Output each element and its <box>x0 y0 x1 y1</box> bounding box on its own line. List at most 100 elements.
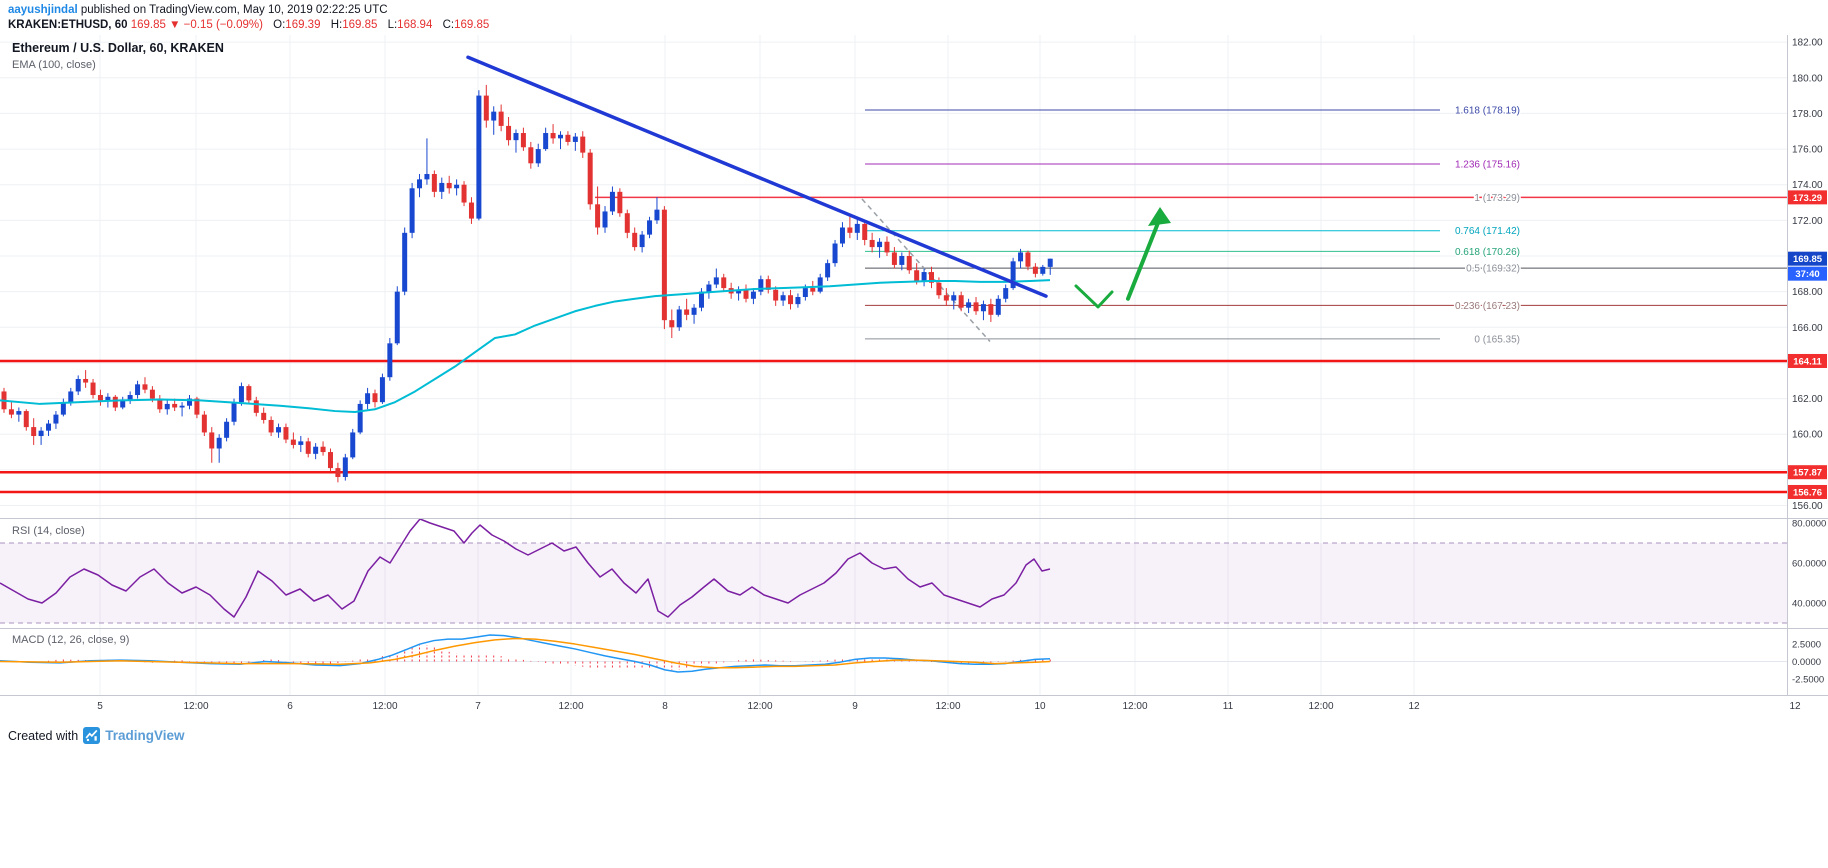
candle-body <box>83 378 89 383</box>
candle-body <box>365 393 371 404</box>
close-value: 169.85 <box>454 19 490 31</box>
author-link[interactable]: aayushjindal <box>8 4 78 16</box>
tradingview-logo-icon[interactable] <box>83 727 101 744</box>
open-value: 169.39 <box>285 19 321 31</box>
price-axis-badge <box>1788 266 1827 281</box>
candle-body <box>765 279 771 290</box>
candle-body <box>283 427 289 440</box>
candle-body <box>246 386 252 401</box>
price-axis-label: 162.00 <box>1792 394 1823 405</box>
candle-body <box>1040 266 1046 274</box>
price-axis-label: 156.00 <box>1792 501 1823 512</box>
ema-indicator-label: EMA (100, close) <box>12 59 96 71</box>
candle-body <box>68 391 74 403</box>
price-axis-label: 172.00 <box>1792 216 1823 227</box>
candle-body <box>973 302 979 312</box>
candle-body <box>958 295 964 308</box>
fib-level-label: 1.236 (175.16) <box>1455 160 1520 171</box>
macd-indicator-label: MACD (12, 26, close, 9) <box>12 634 130 646</box>
candle-body <box>320 446 326 453</box>
time-axis-label: 5 <box>97 701 103 712</box>
candle-body <box>647 220 653 235</box>
candle-body <box>609 191 615 212</box>
fib-level-label: 1.618 (178.19) <box>1455 106 1520 117</box>
candle-body <box>38 430 44 437</box>
candle-body <box>995 298 1001 315</box>
low-label: L: <box>387 19 398 31</box>
candle-body <box>602 211 608 228</box>
candle-body <box>758 279 764 292</box>
candle-body <box>164 403 170 410</box>
candle-body <box>839 227 845 244</box>
candle-body <box>201 414 207 433</box>
candle-body <box>528 147 534 164</box>
price-axis-label: 176.00 <box>1792 145 1823 156</box>
candle-body <box>394 291 400 344</box>
candle-body <box>743 289 749 299</box>
rsi-axis-label: 60.0000 <box>1792 559 1826 570</box>
candle-body <box>120 400 126 408</box>
candle-body <box>127 395 133 401</box>
candle-body <box>943 295 949 301</box>
price-axis-badge-label: 157.87 <box>1793 468 1822 479</box>
time-axis-label: 7 <box>475 701 481 712</box>
time-axis-label: 10 <box>1034 701 1046 712</box>
candle-body <box>187 398 192 406</box>
descending-trendline <box>466 55 1048 298</box>
candle-body <box>454 184 460 189</box>
fib-level-label: 0.618 (170.26) <box>1455 247 1520 258</box>
price-axis-label: 180.00 <box>1792 73 1823 84</box>
candle-body <box>238 386 244 403</box>
candle-body <box>513 133 519 141</box>
candle-body <box>676 309 682 328</box>
candle-body <box>461 184 467 203</box>
candle-body <box>60 402 66 415</box>
footer: Created with TradingView <box>8 727 184 744</box>
published-text: published on TradingView.com, May 10, 20… <box>80 4 388 16</box>
candle-body <box>847 227 853 233</box>
time-axis-label: 12:00 <box>558 701 583 712</box>
rsi-line <box>0 518 1051 618</box>
candle-body <box>75 378 81 392</box>
time-axis-label: 12:00 <box>935 701 960 712</box>
rsi-indicator-label: RSI (14, close) <box>12 525 85 537</box>
candle-body <box>209 432 215 449</box>
price-axis-badge <box>1788 353 1827 368</box>
candle-body <box>639 234 645 248</box>
macd-axis-label: 2.5000 <box>1792 640 1821 651</box>
candle-body <box>565 134 571 142</box>
candle-body <box>1025 252 1031 267</box>
small-arrow-annotation <box>1074 284 1114 309</box>
macd-axis-label: -2.5000 <box>1792 674 1824 685</box>
macd-line <box>0 634 1051 673</box>
candle-body <box>431 174 437 192</box>
price-axis-badge-label: 37:40 <box>1795 269 1819 280</box>
candle-body <box>884 241 890 253</box>
candle-body <box>142 384 148 390</box>
price-axis-badge <box>1788 465 1827 480</box>
candle-body <box>105 396 111 401</box>
candle-body <box>194 398 200 415</box>
price-axis-badge-label: 164.11 <box>1793 356 1822 367</box>
last-price: 169.85 <box>130 19 166 31</box>
time-axis-label: 8 <box>662 701 668 712</box>
candle-body <box>149 389 155 399</box>
candle-body <box>921 272 927 281</box>
candle-body <box>520 133 526 148</box>
high-label: H: <box>330 19 343 31</box>
candle-body <box>224 421 230 438</box>
candle-body <box>736 289 742 294</box>
price-axis-label: 168.00 <box>1792 287 1823 298</box>
tradingview-brand[interactable]: TradingView <box>105 728 185 743</box>
price-axis-badge-label: 156.76 <box>1793 487 1822 498</box>
candle-body <box>580 136 586 153</box>
candle-body <box>31 427 37 437</box>
candle-body <box>1003 288 1009 299</box>
symbol-label: KRAKEN:ETHUSD, 60 <box>8 19 128 31</box>
candle-body <box>216 437 222 449</box>
ema-line <box>0 279 1051 413</box>
fib-level-label: 1 (173.29) <box>1474 193 1520 204</box>
fib-level-label: 0.764 (171.42) <box>1455 226 1520 237</box>
macd-signal-line <box>0 637 1051 669</box>
